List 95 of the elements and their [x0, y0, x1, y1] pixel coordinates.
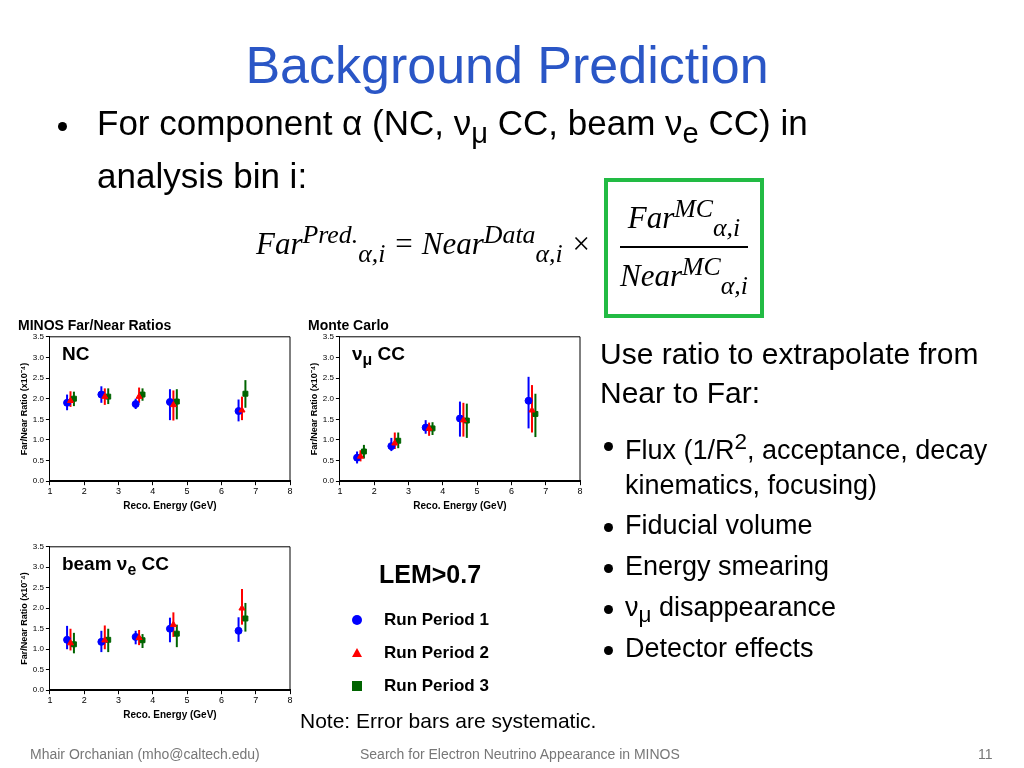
- point: [66, 639, 75, 646]
- x-tick-label: 8: [287, 486, 293, 497]
- y-tick-label: 1.0: [322, 435, 335, 445]
- point: [101, 392, 109, 399]
- y-tick-label: 2.5: [32, 373, 45, 383]
- x-tick-label: 2: [81, 695, 87, 706]
- y-tick-label: 3.0: [322, 352, 335, 362]
- x-tick-label: 7: [543, 486, 549, 497]
- text: Flux (1/R$^{2}$, acceptance, decay kinematics, focusing): [625, 428, 989, 503]
- chart-title: MINOS Far/Near Ratios: [18, 317, 172, 334]
- point: [173, 398, 180, 405]
- chart-subtitle: beam ν$_{e}$ CC: [61, 552, 169, 579]
- y-tick-label: 2.5: [322, 373, 335, 383]
- point: [101, 636, 109, 643]
- x-tick-label: 4: [440, 486, 446, 497]
- y-tick-label: 2.5: [32, 582, 45, 592]
- point: [524, 396, 533, 405]
- x-tick-label: 3: [116, 486, 122, 497]
- y-tick-label: 1.0: [32, 435, 45, 445]
- text: Search for Electron Neutrino Appearance in MINOS: [360, 745, 680, 764]
- x-tick-label: 4: [150, 695, 156, 706]
- x-tick-label: 2: [371, 486, 377, 497]
- point: [459, 416, 467, 423]
- y-tick-label: 2.0: [322, 393, 335, 403]
- x-tick-label: 7: [253, 695, 259, 706]
- legend-label: Run Period 3: [384, 675, 489, 696]
- x-tick-label: 1: [47, 695, 53, 706]
- x-tick-label: 2: [81, 486, 87, 497]
- text: 11: [978, 745, 993, 764]
- y-axis-title: Far/Near Ratio (x10⁻⁴): [308, 362, 319, 456]
- point: [234, 626, 243, 635]
- point: [135, 392, 143, 399]
- text: Mhair Orchanian (mho@caltech.edu): [30, 745, 260, 764]
- y-tick-label: 0.5: [322, 455, 335, 465]
- text: ν$_{μ}$ disappearance: [625, 591, 838, 630]
- y-tick-label: 3.5: [322, 332, 335, 341]
- x-tick-label: 5: [474, 486, 480, 497]
- y-tick-label: 3.5: [32, 542, 45, 551]
- x-tick-label: 6: [218, 486, 224, 497]
- x-tick-label: 5: [184, 486, 190, 497]
- y-tick-label: 3.0: [32, 562, 45, 572]
- text: Background Prediction: [244, 35, 770, 95]
- text: Fiducial volume: [625, 509, 814, 542]
- text: Use ratio to extrapolate from Near to Far:: [600, 336, 980, 411]
- y-tick-label: 3.0: [32, 352, 45, 362]
- point: [391, 439, 399, 446]
- y-tick-label: 2.0: [32, 393, 45, 403]
- x-tick-label: 6: [218, 695, 224, 706]
- x-tick-label: 1: [337, 486, 343, 497]
- legend-label: Run Period 2: [384, 642, 489, 663]
- y-tick-label: 0.0: [32, 685, 45, 695]
- point: [425, 424, 433, 431]
- point: [360, 448, 367, 455]
- y-axis-title: Far/Near Ratio (x10⁻⁴): [18, 572, 29, 665]
- y-tick-label: 0.5: [32, 455, 45, 465]
- x-tick-label: 3: [116, 695, 122, 706]
- x-tick-label: 8: [287, 695, 293, 706]
- y-tick-label: 3.5: [32, 332, 45, 341]
- y-tick-label: 1.0: [32, 644, 45, 654]
- y-tick-label: 0.0: [322, 476, 335, 486]
- point: [165, 624, 174, 633]
- y-tick-label: 0.0: [32, 476, 45, 486]
- y-tick-label: 0.5: [32, 664, 45, 674]
- y-axis-title: Far/Near Ratio (x10⁻⁴): [18, 362, 29, 456]
- chart-title: Monte Carlo: [308, 317, 389, 334]
- point: [169, 400, 177, 408]
- legend-label: Run Period 1: [384, 609, 489, 630]
- chart-subtitle: NC: [61, 342, 90, 365]
- legend-title: LEM>0.7: [377, 560, 483, 589]
- text: Energy smearing: [625, 550, 831, 583]
- point: [135, 633, 143, 641]
- point: [169, 620, 177, 627]
- y-tick-label: 1.5: [32, 623, 45, 633]
- point: [173, 630, 180, 637]
- x-tick-label: 8: [577, 486, 583, 497]
- point: [66, 396, 75, 403]
- x-tick-label: 6: [508, 486, 514, 497]
- x-tick-label: 4: [150, 486, 156, 497]
- x-tick-label: 1: [47, 486, 53, 497]
- text: Far$^{Pred.}$$_{α,i}$ = Near$^{Data}$$_{α,i}$ ×: [256, 219, 592, 270]
- y-tick-label: 1.5: [322, 414, 335, 424]
- x-axis-title: Reco. Energy (GeV): [413, 499, 507, 511]
- x-axis-title: Reco. Energy (GeV): [123, 708, 217, 720]
- y-tick-label: 2.0: [32, 603, 45, 613]
- x-tick-label: 3: [406, 486, 412, 497]
- point: [532, 410, 539, 417]
- point: [242, 615, 249, 622]
- text: Detector effects: [625, 632, 815, 665]
- x-tick-label: 5: [184, 695, 190, 706]
- chart-subtitle: ν$_{μ}$ CC: [351, 342, 405, 369]
- y-tick-label: 1.5: [32, 414, 45, 424]
- x-tick-label: 7: [253, 486, 259, 497]
- text: Note: Error bars are systematic.: [300, 708, 597, 734]
- x-axis-title: Reco. Energy (GeV): [123, 499, 217, 511]
- point: [242, 390, 249, 397]
